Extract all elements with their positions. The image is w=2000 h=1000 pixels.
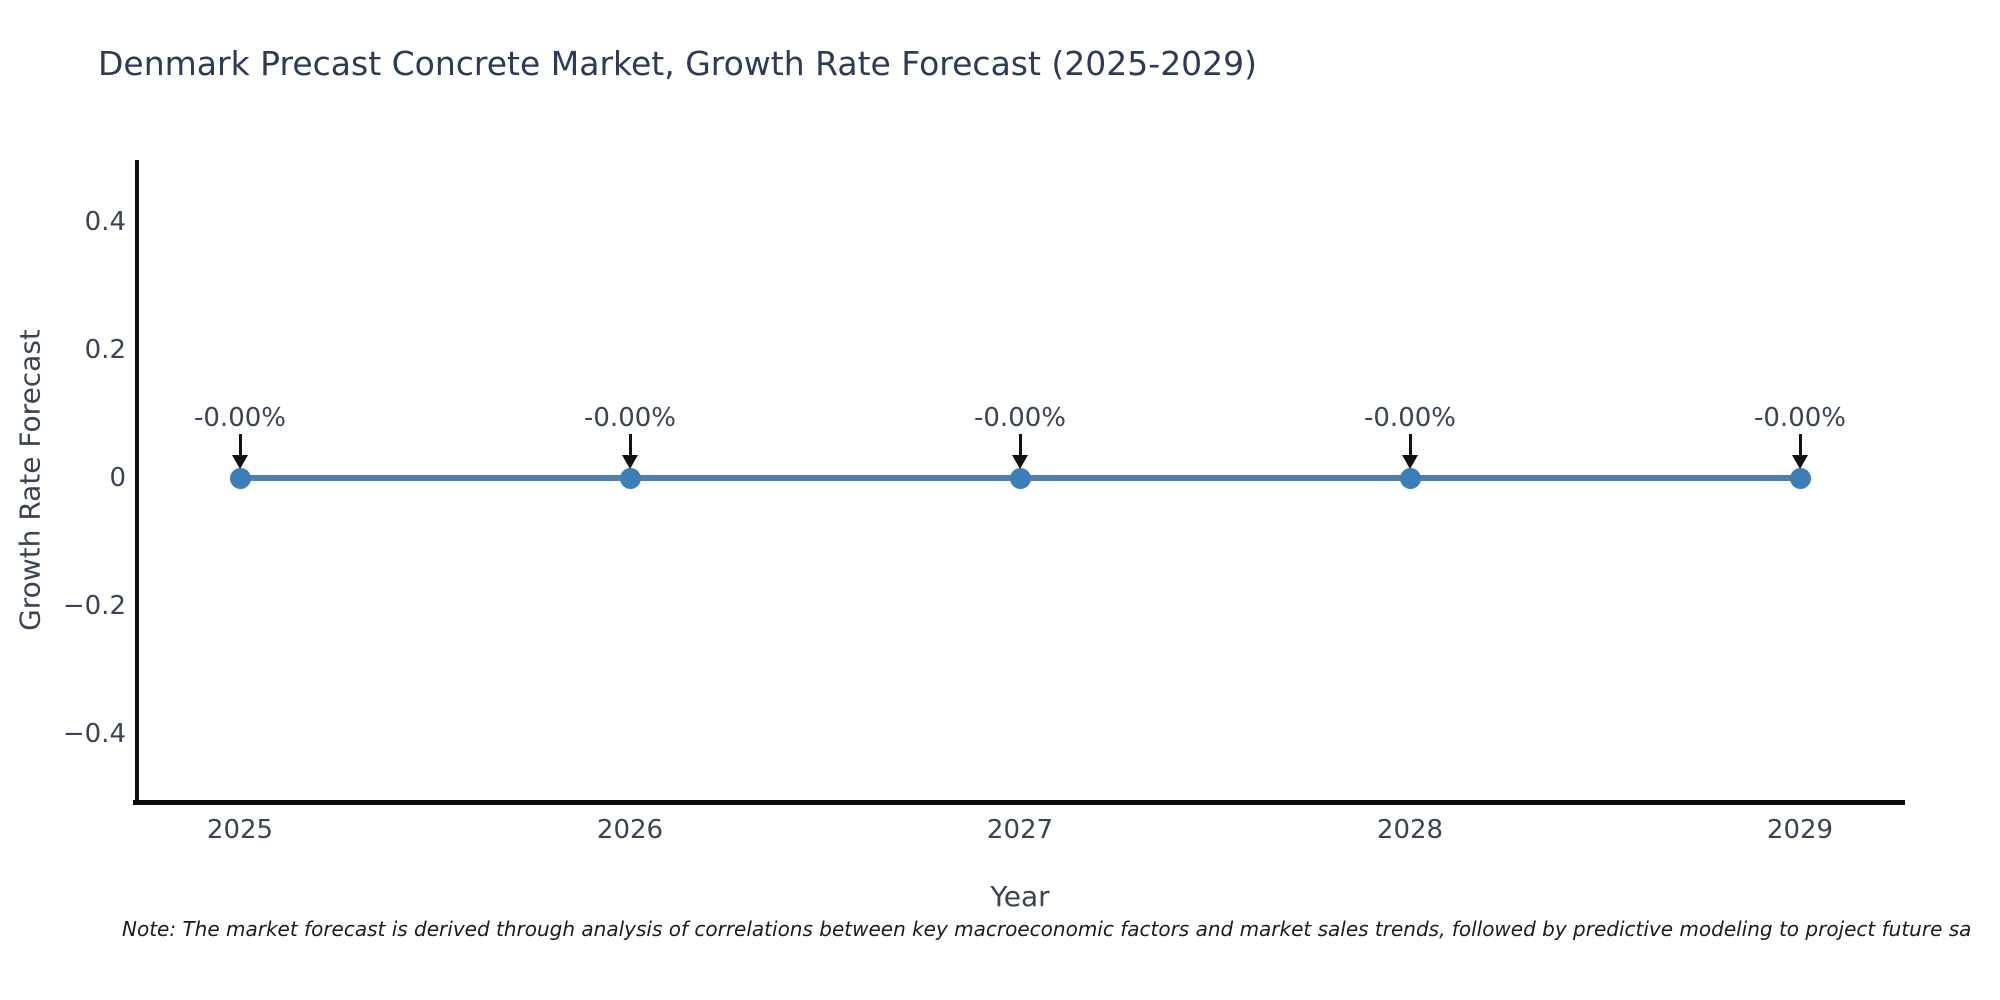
annotation-arrowhead-icon [1012, 455, 1028, 469]
data-point-2025 [229, 467, 251, 489]
chart-title: Denmark Precast Concrete Market, Growth … [98, 44, 1258, 83]
data-point-2029 [1789, 467, 1811, 489]
footnote: Note: The market forecast is derived thr… [122, 917, 1972, 941]
x-axis-line [133, 800, 1905, 805]
x-tick-label: 2029 [1766, 815, 1834, 845]
annotation-arrow-stem [1798, 434, 1802, 456]
data-point-2027 [1009, 467, 1031, 489]
annotation-arrow-stem [628, 434, 632, 456]
y-tick-label: 0 [109, 463, 126, 493]
x-tick-label: 2025 [206, 815, 274, 845]
annotation-label: -0.00% [194, 403, 286, 433]
annotation-arrowhead-icon [1402, 455, 1418, 469]
annotation-arrow-stem [1408, 434, 1412, 456]
x-tick-label: 2026 [596, 815, 664, 845]
annotation-label: -0.00% [974, 403, 1066, 433]
y-tick-label: 0.2 [84, 335, 126, 365]
x-tick-label: 2027 [986, 815, 1054, 845]
annotation-arrowhead-icon [1792, 455, 1808, 469]
annotation-label: -0.00% [1754, 403, 1846, 433]
annotation-arrow-stem [238, 434, 242, 456]
x-axis-title: Year [990, 880, 1050, 913]
annotation-label: -0.00% [584, 403, 676, 433]
annotation-arrow-stem [1018, 434, 1022, 456]
annotation-arrowhead-icon [622, 455, 638, 469]
annotation-label: -0.00% [1364, 403, 1456, 433]
annotation-arrowhead-icon [232, 455, 248, 469]
y-tick-label: −0.2 [62, 591, 126, 621]
y-axis-line [135, 160, 139, 804]
data-point-2028 [1399, 467, 1421, 489]
y-tick-label: −0.4 [62, 719, 126, 749]
data-point-2026 [619, 467, 641, 489]
y-tick-label: 0.4 [84, 207, 126, 237]
x-tick-label: 2028 [1376, 815, 1444, 845]
